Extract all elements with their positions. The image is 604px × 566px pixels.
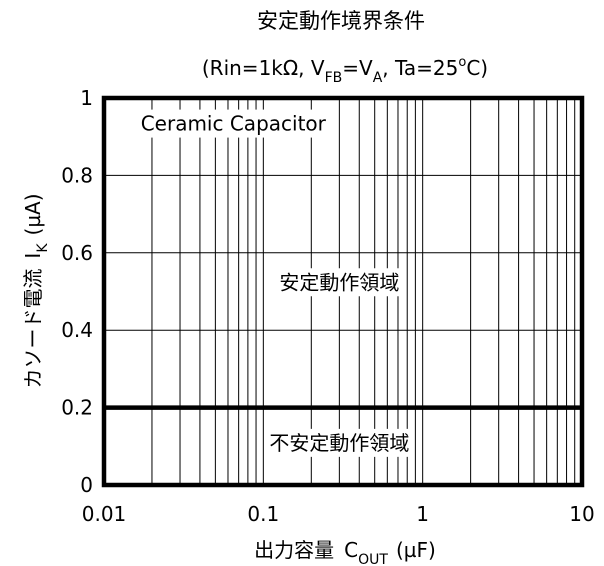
y-label-symbol: I bbox=[21, 253, 45, 259]
x-label-main: 出力容量 bbox=[254, 538, 334, 562]
y-tick-label: 0.6 bbox=[61, 241, 93, 265]
tick-label-layer: 0.01 0.1 1 10 0 0.2 0.4 0.6 0.8 1 bbox=[61, 86, 595, 526]
x-tick-label: 1 bbox=[416, 502, 429, 526]
x-tick-label: 0.1 bbox=[247, 502, 279, 526]
y-tick-label: 0.4 bbox=[61, 318, 93, 342]
y-label-main: カソード電流 bbox=[21, 269, 45, 389]
annotation-label: 不安定動作領域 bbox=[265, 428, 414, 457]
annotation-background bbox=[136, 109, 331, 138]
subtitle-close: C) bbox=[466, 56, 488, 80]
subtitle-va-sub: A bbox=[373, 70, 383, 86]
chart-subtitle: (Rin=1kΩ, VFB=VA, Ta=25oC) bbox=[202, 55, 488, 86]
y-label-unit: (µA) bbox=[21, 193, 45, 235]
plot-frame bbox=[101, 95, 585, 488]
y-tick-label: 0.2 bbox=[61, 396, 93, 420]
subtitle-eq-v: =V bbox=[342, 56, 373, 80]
annotation-label: Ceramic Capacitor bbox=[136, 109, 331, 138]
annotation-background bbox=[275, 268, 404, 297]
annotation-text: 不安定動作領域 bbox=[269, 431, 409, 455]
y-axis-label-group: カソード電流 IK (µA) bbox=[21, 193, 51, 388]
chart-title: 安定動作境界条件 bbox=[257, 9, 425, 33]
x-label-unit: (µF) bbox=[396, 538, 436, 562]
y-axis-label: カソード電流 IK (µA) bbox=[21, 193, 51, 388]
subtitle-open: (Rin=1kΩ, V bbox=[202, 56, 325, 80]
y-tick-label: 0 bbox=[80, 473, 93, 497]
annotation-label: 安定動作領域 bbox=[275, 268, 404, 297]
x-tick-label: 10 bbox=[569, 502, 594, 526]
x-label-symbol: C bbox=[344, 538, 358, 562]
y-tick-label: 1 bbox=[80, 86, 93, 110]
subtitle-vfb-sub: FB bbox=[325, 70, 343, 86]
annotation-text: Ceramic Capacitor bbox=[141, 112, 327, 136]
annotation-text: 安定動作領域 bbox=[279, 270, 399, 294]
annotation-background bbox=[265, 428, 414, 457]
x-tick-label: 0.01 bbox=[82, 502, 127, 526]
y-label-sub: K bbox=[35, 243, 51, 253]
x-axis-label: 出力容量 COUT (µF) bbox=[254, 538, 436, 566]
x-label-sub: OUT bbox=[358, 552, 388, 566]
subtitle-degree: o bbox=[458, 55, 466, 70]
subtitle-ta: , Ta=25 bbox=[382, 56, 458, 80]
y-tick-label: 0.8 bbox=[61, 163, 93, 187]
